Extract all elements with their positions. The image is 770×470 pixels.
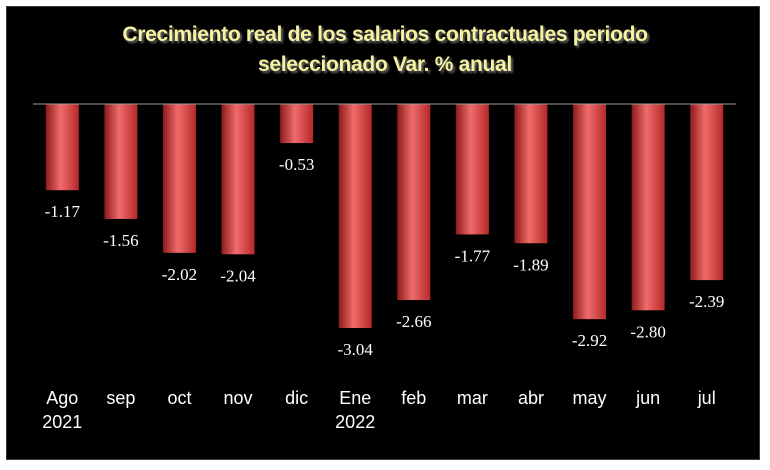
x-tick-label-2: oct xyxy=(167,388,191,408)
bar-7 xyxy=(455,104,489,235)
x-tick-label-11: jul xyxy=(697,388,716,408)
data-label-3: -2.04 xyxy=(220,266,256,285)
x-tick-label-0-line-2: 2021 xyxy=(42,412,82,432)
x-tick-label-7: mar xyxy=(457,388,488,408)
x-tick-label-8: abr xyxy=(518,388,544,408)
data-label-7: -1.77 xyxy=(455,246,491,265)
bar-10 xyxy=(631,104,665,311)
data-label-1: -1.56 xyxy=(103,231,138,250)
bar-6 xyxy=(397,104,431,300)
bar-0 xyxy=(45,104,79,191)
bar-5 xyxy=(338,104,372,328)
x-tick-label-4: dic xyxy=(285,388,308,408)
x-tick-label-10: jun xyxy=(635,388,660,408)
x-tick-label-5-line-2: 2022 xyxy=(335,412,375,432)
bar-9 xyxy=(573,104,607,320)
data-label-2: -2.02 xyxy=(162,265,197,284)
x-tick-label-9: may xyxy=(573,388,607,408)
data-label-0: -1.17 xyxy=(45,202,81,221)
data-label-6: -2.66 xyxy=(396,312,431,331)
x-tick-label-1: sep xyxy=(106,388,135,408)
x-tick-label-0: Ago xyxy=(46,388,78,408)
bar-3 xyxy=(221,104,255,255)
data-label-5: -3.04 xyxy=(337,340,373,359)
x-tick-label-6: feb xyxy=(401,388,426,408)
data-label-4: -0.53 xyxy=(279,155,314,174)
bar-1 xyxy=(104,104,138,219)
x-tick-label-3: nov xyxy=(224,388,253,408)
x-tick-label-5: Ene xyxy=(339,388,371,408)
bar-11 xyxy=(690,104,724,281)
bar-8 xyxy=(514,104,548,244)
chart-title: Crecimiento real de los salarios contrac… xyxy=(0,20,770,80)
bar-4 xyxy=(280,104,314,144)
chart-title-line-2: seleccionado Var. % anual xyxy=(258,53,512,76)
chart-title-line-1: Crecimiento real de los salarios contrac… xyxy=(122,23,648,46)
data-label-10: -2.80 xyxy=(630,322,665,341)
bar-2 xyxy=(162,104,196,253)
data-label-8: -1.89 xyxy=(513,255,548,274)
data-label-9: -2.92 xyxy=(572,331,607,350)
data-label-11: -2.39 xyxy=(689,292,724,311)
